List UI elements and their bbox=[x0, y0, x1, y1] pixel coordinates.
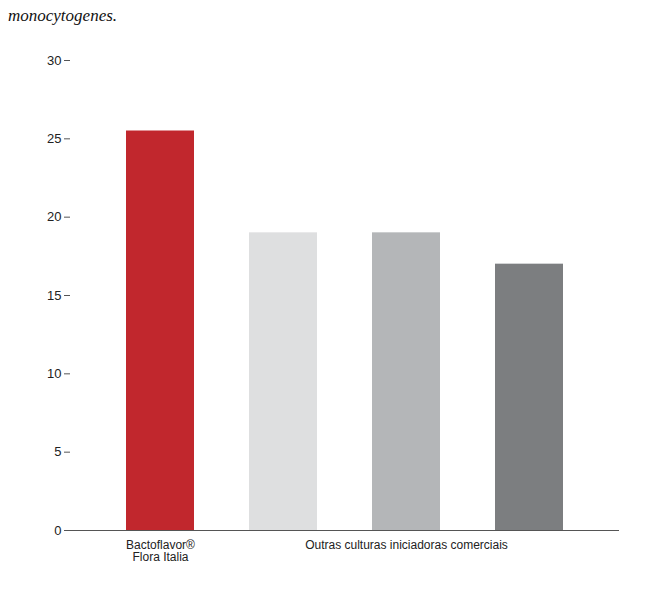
svg-text:5: 5 bbox=[54, 444, 61, 459]
svg-text:15: 15 bbox=[47, 288, 61, 303]
svg-text:30: 30 bbox=[47, 53, 61, 68]
html-text:monocytogenes.: monocytogenes. bbox=[8, 6, 118, 25]
svg-text:Outras culturas iniciadoras co: Outras culturas iniciadoras comerciais bbox=[305, 538, 508, 552]
svg-text:0: 0 bbox=[54, 523, 61, 538]
svg-text:Bactoflavor®Flora Italia: Bactoflavor®Flora Italia bbox=[126, 538, 195, 564]
svg-text:25: 25 bbox=[47, 131, 61, 146]
svg-text:20: 20 bbox=[47, 209, 61, 224]
svg-text:10: 10 bbox=[47, 366, 61, 381]
